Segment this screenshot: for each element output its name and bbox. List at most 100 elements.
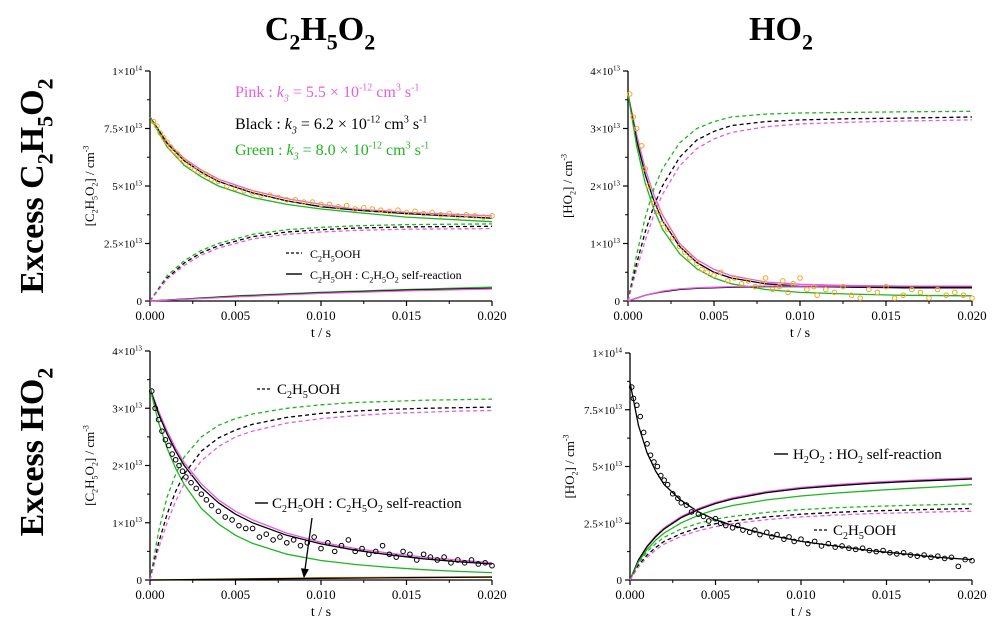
x-axis-label: t / s [790,326,810,341]
data-point [203,497,210,503]
data-point [186,162,193,169]
data-point [790,280,796,287]
data-point [752,283,759,290]
titles: C2H5O2 HO2 Excess C2H5O2 Excess HO2 [14,11,813,536]
x-tick-label: 0.015 [392,587,421,602]
data-point [448,560,454,566]
data-point [249,190,256,196]
y-tick-label: 2×1013 [590,179,620,193]
data-point [480,214,487,220]
data-point [331,548,338,555]
series-line-green-dashed [627,110,973,302]
data-point [169,451,176,457]
data-point [769,534,775,540]
y-tick-label: 3×1013 [112,402,142,416]
series-line-black-dashed [627,116,973,302]
data-point [818,543,825,549]
y-axis-label: [C2H5O2] / cm-3 [82,146,100,227]
x-tick-label: 0.005 [221,308,250,323]
data-point [455,557,461,563]
column-title-c2h5o2: C2H5O2 [265,11,375,55]
y-tick-label: 0 [137,296,143,308]
data-point [745,278,752,284]
series-line-pink-dashed [149,227,493,302]
data-point [675,495,681,502]
data-point [386,551,393,558]
data-point [757,531,763,538]
data-point [325,539,331,546]
annotation-c2h5ooh: C2H5OOH [277,382,341,401]
row-title-excess-c2h5o2: Excess C2H5O2 [14,78,58,293]
data-point [222,514,229,520]
x-axis-label: t / s [791,605,811,620]
data-point [176,462,182,469]
data-point [420,551,427,558]
data-point [191,167,198,173]
data-point [162,436,169,443]
data-point [678,500,685,506]
series-line-black-solid [149,387,493,565]
data-point [637,413,644,420]
data-point [208,176,215,182]
data-point [769,286,776,293]
data-point [475,561,482,567]
data-point [695,511,702,517]
data-point [651,200,657,207]
data-point [651,459,657,465]
data-point [823,286,829,293]
data-point [873,548,880,555]
data-point [694,260,700,267]
data-point [318,201,324,208]
data-point [626,91,633,97]
data-point [848,292,855,299]
data-point [369,206,376,212]
data-point [859,545,866,552]
data-point [633,125,640,132]
data-point [647,452,654,458]
series-line-green-solid [627,93,973,297]
data-point [172,456,179,463]
column-title-ho2: HO2 [749,11,813,55]
data-point [441,554,447,560]
rate-legend-pink: Pink : k3 = 5.5 × 10-12 cm3 s-1 [235,82,419,104]
data-point [284,197,290,203]
data-point [292,197,299,203]
data-point [630,114,636,120]
data-point [711,272,717,278]
data-point [258,192,264,198]
data-point [718,269,724,276]
data-point [644,441,650,447]
y-tick-label: 1×1014 [592,346,622,360]
data-point [249,525,256,532]
series-line-pink-dashed [627,119,973,302]
data-point [215,178,222,185]
data-point [242,525,249,532]
data-point [164,139,170,146]
series-line-pink-solid [149,387,493,564]
x-tick-label: 0.020 [477,308,506,323]
data-point [759,280,765,287]
data-point [386,208,393,215]
data-point [705,518,712,524]
data-point [290,537,297,543]
data-point [277,534,283,540]
data-point [934,286,941,293]
y-tick-label: 2.5×1013 [104,237,142,251]
panel-top-right: 0.000 0.005 0.010 0.015 0.020 0 1×1013 2×1013 3×… [560,64,987,341]
data-point [717,520,724,527]
series-line-pink-solid [627,285,972,302]
data-point [921,552,927,558]
series-line-pink-solid [149,288,493,302]
data-point [893,551,900,557]
data-point [874,289,881,296]
series-line-green-dashed [149,398,493,581]
data-point [167,144,174,150]
y-tick-label: 5×1013 [592,460,622,474]
x-tick-label: 0.020 [477,587,506,602]
data-point [664,226,671,232]
data-point [198,169,205,175]
y-axis-label: [HO2] / cm-3 [562,434,580,498]
series-line-pink-solid [629,477,973,581]
data-point [846,545,852,552]
x-tick-label: 0.000 [615,587,644,602]
